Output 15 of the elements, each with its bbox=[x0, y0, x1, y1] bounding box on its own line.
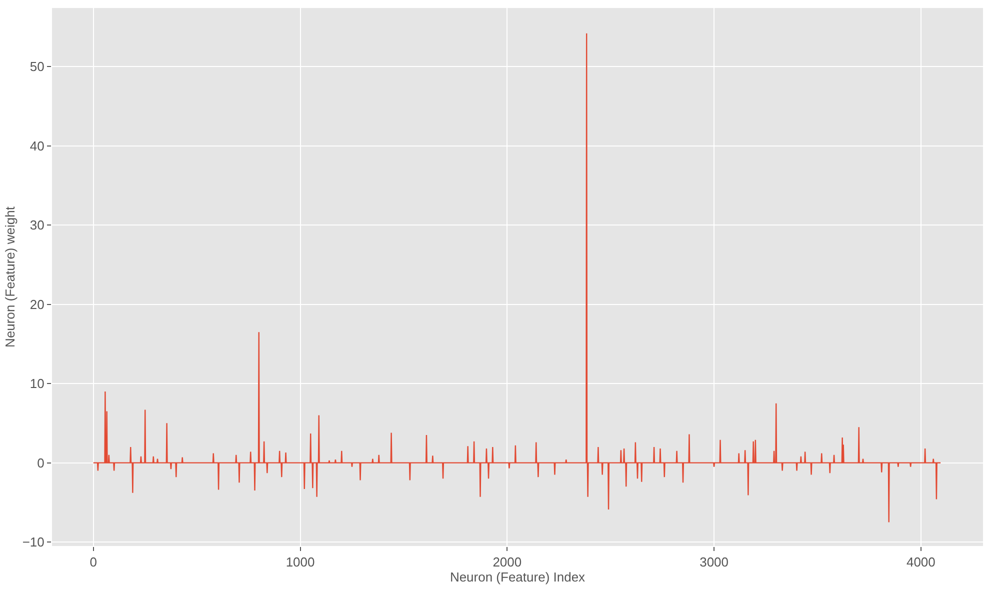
y-axis-title: Neuron (Feature) weight bbox=[2, 206, 18, 348]
y-tick-label: 50 bbox=[30, 59, 44, 74]
y-tick-label: 40 bbox=[30, 138, 44, 154]
line-series bbox=[92, 32, 942, 523]
x-tick-label: 0 bbox=[90, 554, 97, 570]
x-axis-title: Neuron (Feature) Index bbox=[450, 570, 586, 585]
y-tick-label: 20 bbox=[30, 296, 44, 312]
y-tick-label: −10 bbox=[22, 534, 44, 550]
y-tick-label: 10 bbox=[30, 376, 44, 392]
x-tick-label: 2000 bbox=[492, 554, 522, 570]
x-tick-label: 3000 bbox=[700, 554, 728, 570]
x-tick-label: 1000 bbox=[286, 554, 315, 570]
y-tick-label: 0 bbox=[37, 455, 44, 470]
x-tick-label: 4000 bbox=[906, 554, 936, 570]
y-tick-label: 30 bbox=[30, 218, 44, 233]
